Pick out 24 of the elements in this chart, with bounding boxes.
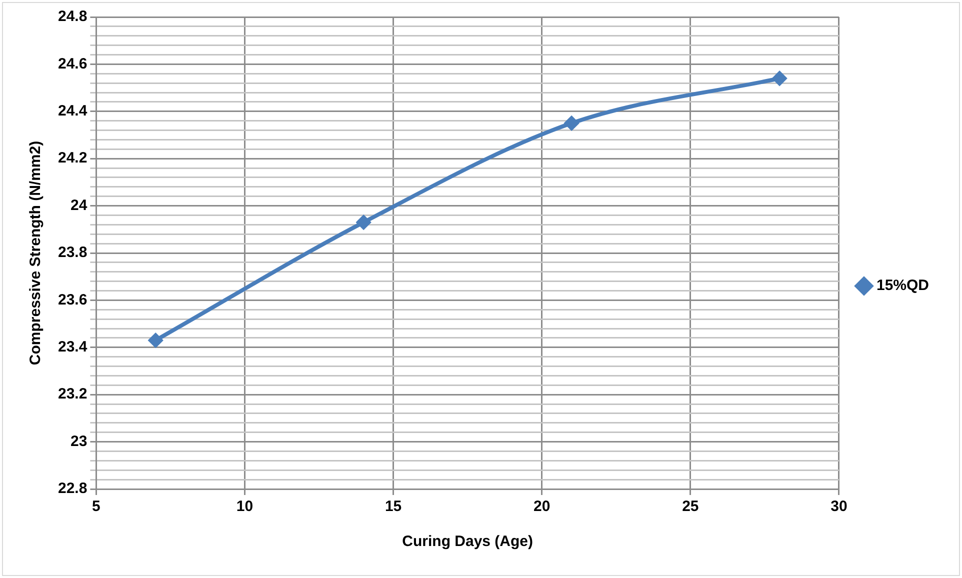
y-tick-label: 23.2 [58, 386, 88, 403]
y-tick-label: 23 [70, 432, 88, 450]
x-tick-label: 5 [92, 498, 100, 516]
point [564, 116, 579, 130]
y-tick-label: 24 [70, 196, 88, 214]
y-tick-label: 24.4 [58, 102, 88, 120]
y-tick-label: 24.8 [58, 8, 88, 26]
x-axis-title: Curing Days (Age) [402, 533, 534, 550]
x-tick-label: 10 [236, 498, 254, 516]
y-tick-label: 24.2 [58, 150, 88, 167]
y-tick-label: 23.4 [58, 338, 88, 356]
x-tick-label: 30 [830, 498, 848, 516]
y-tick-label: 23.8 [58, 244, 88, 262]
legend-label: 15%QD [876, 277, 930, 294]
x-tick-label: 20 [534, 498, 550, 516]
y-tick-label: 23.6 [58, 291, 88, 308]
x-tick-label: 15 [384, 498, 402, 516]
y-tick-label: 24.6 [58, 55, 88, 72]
y-tick-label: 22.8 [58, 480, 88, 498]
point [772, 71, 787, 86]
y-axis-title: Compressive Strength (N/mm2) [27, 140, 44, 366]
point [148, 333, 163, 348]
point [356, 215, 371, 230]
x-tick-label: 25 [682, 498, 699, 516]
